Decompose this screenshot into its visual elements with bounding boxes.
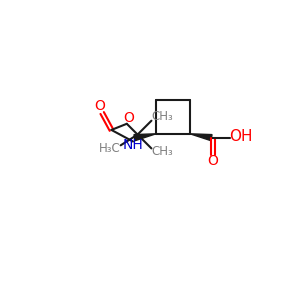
Text: CH₃: CH₃ bbox=[151, 110, 173, 123]
Text: H₃C: H₃C bbox=[99, 142, 121, 155]
Text: O: O bbox=[94, 99, 105, 113]
Text: O: O bbox=[208, 154, 218, 168]
Polygon shape bbox=[190, 134, 212, 141]
Text: NH: NH bbox=[123, 138, 143, 152]
Text: O: O bbox=[124, 111, 134, 125]
Text: OH: OH bbox=[229, 129, 253, 144]
Text: CH₃: CH₃ bbox=[151, 145, 173, 158]
Polygon shape bbox=[134, 134, 156, 141]
